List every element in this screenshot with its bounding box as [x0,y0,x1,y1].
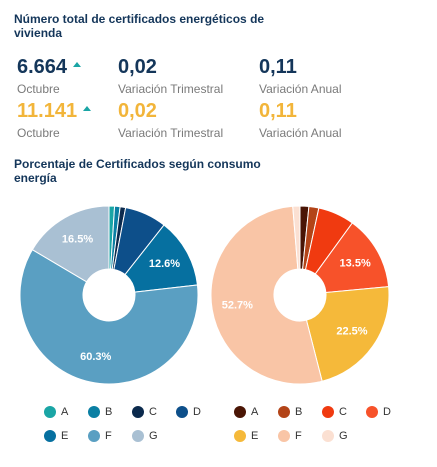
slice-F[interactable] [19,249,199,385]
legend-item-C[interactable]: C [322,406,347,418]
donut-chart-2: 13.5% 22.5% 52.7% [210,205,390,385]
legend-swatch [322,430,334,442]
stat-anual-row1: 0,11 Variación Anual [259,56,342,96]
legend-label: C [339,406,347,418]
stat-anual-label: Variación Anual [259,82,342,96]
stat-total-label: Octubre [17,126,60,140]
stat-total-row1: 6.664 Octubre [17,56,82,96]
legend-swatch [278,430,290,442]
legend-swatch [366,406,378,418]
slice-G[interactable] [31,205,110,283]
stat-anual-value: 0,11 [259,56,297,78]
legend-swatch [88,406,100,418]
legend-swatch [44,406,56,418]
legend-label: D [193,406,201,418]
stat-total-value: 6.664 [17,56,82,78]
stat-total-row2: 11.141 Octubre [17,100,92,140]
legend-swatch [322,406,334,418]
slice-E[interactable] [305,286,390,382]
legend-swatch [234,430,246,442]
legend-item-B[interactable]: B [88,406,112,418]
stat-anual-row2: 0,11 Variación Anual [259,100,342,140]
donut-chart-1: 12.6% 60.3% 16.5% [19,205,199,385]
stat-total-value: 11.141 [17,100,92,122]
legend-label: F [295,430,302,442]
legend-label: A [251,406,259,418]
legend-item-C[interactable]: C [132,406,157,418]
legend-label: E [251,430,259,442]
slice-label-F: 52.7% [222,299,253,311]
slice-label-E: 22.5% [336,325,367,337]
slice-F[interactable] [210,205,323,385]
legend-item-G[interactable]: G [322,430,348,442]
legend-item-D[interactable]: D [366,406,391,418]
legend-label: F [105,430,112,442]
legend-item-F[interactable]: F [88,430,112,442]
legend-label: G [149,430,158,442]
legend-label: G [339,430,348,442]
legend-item-F[interactable]: F [278,430,302,442]
legend-swatch [88,430,100,442]
stat-trimestral-row1: 0,02 Variación Trimestral [118,56,223,96]
legend-swatch [44,430,56,442]
legend-label: B [105,406,113,418]
legend-item-A[interactable]: A [234,406,258,418]
stat-trimestral-row2: 0,02 Variación Trimestral [118,100,223,140]
stat-anual-label: Variación Anual [259,126,342,140]
stat-trimestral-label: Variación Trimestral [118,126,224,140]
triangle-up-icon [73,62,82,67]
slice-label-F: 60.3% [80,351,111,363]
stat-total-label: Octubre [17,82,60,96]
legend-item-E[interactable]: E [234,430,258,442]
legend-swatch [132,430,144,442]
legend-item-A[interactable]: A [44,406,68,418]
stat-trimestral-label: Variación Trimestral [118,82,224,96]
slice-label-D: 13.5% [340,257,371,269]
legend-item-D[interactable]: D [176,406,201,418]
legend-label: E [61,430,69,442]
slice-G[interactable] [292,205,301,270]
legend-swatch [176,406,188,418]
triangle-up-icon [83,106,92,111]
legend-item-B[interactable]: B [278,406,302,418]
slice-label-E: 12.6% [149,258,180,270]
page-title: Número total de certificados energéticos… [14,12,265,40]
stat-trimestral-value: 0,02 [118,100,157,122]
legend-item-G[interactable]: G [132,430,158,442]
section-title: Porcentaje de Certificados según consumo… [14,157,261,185]
stat-anual-value: 0,11 [259,100,297,122]
legend-label: C [149,406,157,418]
legend-label: B [295,406,303,418]
stat-trimestral-value: 0,02 [118,56,157,78]
legend-swatch [234,406,246,418]
legend-item-E[interactable]: E [44,430,68,442]
legend-label: A [61,406,69,418]
legend-label: D [383,406,391,418]
legend-swatch [278,406,290,418]
legend-swatch [132,406,144,418]
slice-label-G: 16.5% [62,234,93,246]
